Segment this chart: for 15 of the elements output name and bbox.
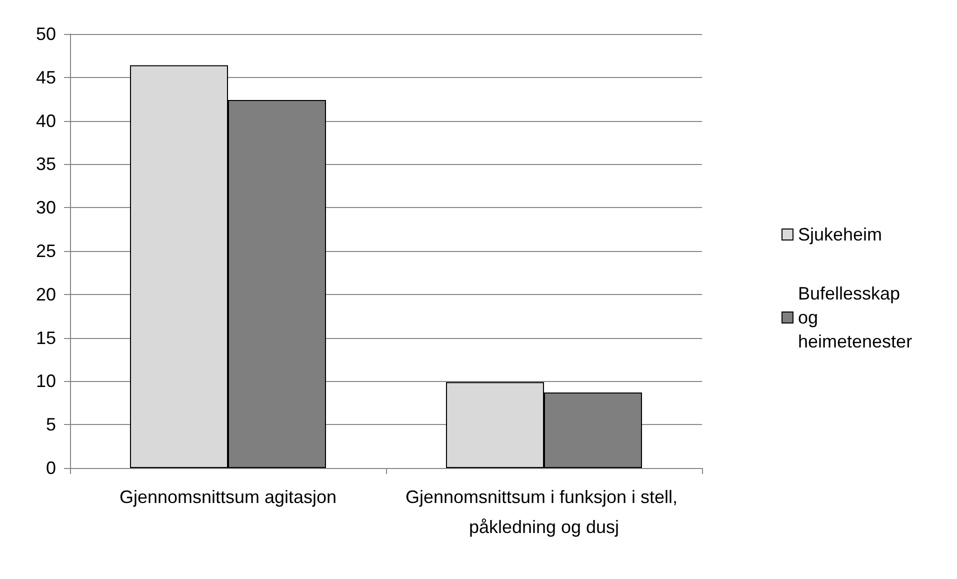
x-tick-label: Gjennomsnittsum i funksjon i stell, påkledning og dusj [405,487,683,537]
y-tick-label: 5 [46,414,56,435]
y-tick-label: 15 [36,328,56,348]
y-tick-label: 35 [36,154,56,174]
y-tick-label: 25 [36,241,56,261]
y-tick-label: 40 [36,110,56,131]
y-tick-label: 20 [36,284,56,304]
legend-label: Bufellesskap og heimetenester [798,284,912,352]
y-tick-label: 45 [36,67,56,88]
legend-label: Sjukeheim [798,224,882,244]
y-tick-label: 0 [46,458,56,478]
y-tick-label: 10 [36,371,56,392]
y-tick-label: 30 [36,198,56,218]
x-tick-label: Gjennomsnittsum agitasjon [119,487,337,507]
y-tick-label: 50 [36,24,56,44]
